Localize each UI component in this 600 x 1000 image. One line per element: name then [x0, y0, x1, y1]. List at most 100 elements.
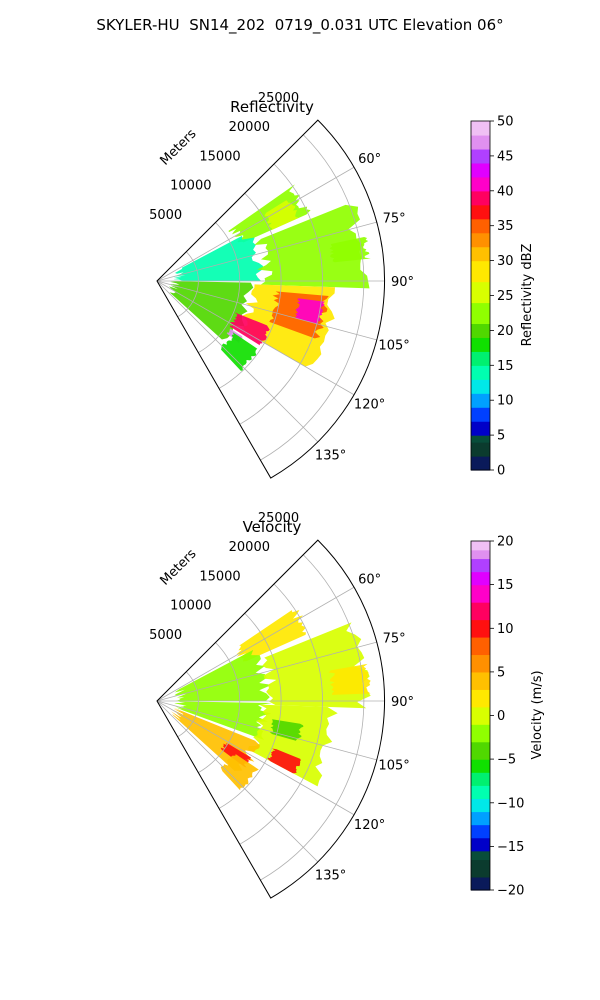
reflectivity-colorbar-segment — [471, 246, 490, 262]
reflectivity-colorbar-segment — [471, 302, 490, 325]
reflectivity-colorbar: 0 5 10 15 20 25 30 35 40 45 50 — [470, 115, 514, 479]
velocity-colorbar-tick-label: 15 — [497, 578, 514, 593]
velocity-colorbar-segment — [471, 654, 490, 673]
reflectivity-colorbar-tick-label: 45 — [497, 149, 514, 164]
velocity-radial-tick-label: 15000 — [199, 569, 240, 584]
velocity-colorbar-tick-label: −5 — [497, 753, 516, 768]
velocity-echo-region — [267, 748, 301, 774]
reflectivity-colorbar-tick-label: 35 — [497, 219, 514, 234]
reflectivity-azimuth-tick-label: 135° — [315, 449, 346, 464]
reflectivity-colorbar-segment — [471, 204, 490, 220]
reflectivity-colorbar-tick-label: 25 — [497, 289, 514, 304]
velocity-spoke — [156, 641, 377, 702]
reflectivity-colorbar-segment — [471, 134, 490, 150]
reflectivity-colorbar-segment — [471, 260, 490, 283]
reflectivity-panel: Reflectivity 60° 75° 90° 105° 120° 135° 5000 10… — [149, 91, 535, 479]
velocity-colorbar-segment — [471, 785, 490, 799]
reflectivity-radial-tick-label: 10000 — [170, 179, 211, 194]
velocity-colorbar-segment — [471, 584, 490, 603]
reflectivity-azimuth-tick-label: 105° — [378, 339, 409, 354]
reflectivity-colorbar-segment — [471, 379, 490, 394]
velocity-colorbar: −20 −15 −10 −5 0 5 10 15 20 — [470, 535, 524, 899]
velocity-spoke — [156, 700, 355, 816]
velocity-spoke — [156, 586, 355, 702]
velocity-echo-region — [247, 704, 338, 787]
reflectivity-colorbar-segment — [471, 190, 490, 206]
velocity-colorbar-segment — [471, 759, 490, 773]
velocity-colorbar-segment — [471, 850, 490, 861]
reflectivity-spoke — [156, 280, 319, 443]
velocity-colorbar-tick-label: 0 — [497, 709, 505, 724]
reflectivity-radial-tick-label: 15000 — [199, 149, 240, 164]
velocity-range-ring — [218, 612, 282, 809]
velocity-radial-tick-label: 20000 — [229, 540, 270, 555]
velocity-range-ring — [260, 554, 365, 881]
reflectivity-colorbar-segment — [471, 176, 490, 192]
reflectivity-range-ring — [218, 192, 282, 389]
reflectivity-colorbar-tick-label: 15 — [497, 359, 514, 374]
velocity-frame — [156, 539, 385, 899]
reflectivity-echo-region — [295, 298, 326, 325]
velocity-colorbar-tick-label: 10 — [497, 622, 514, 637]
reflectivity-colorbar-segment — [471, 281, 490, 304]
reflectivity-colorbar-tick-label: 30 — [497, 254, 514, 269]
velocity-colorbar-segment — [471, 549, 490, 560]
velocity-colorbar-tick-label: −10 — [497, 796, 524, 811]
velocity-colorbar-segment — [471, 571, 490, 586]
velocity-panel: Velocity 60° 75° 90° 105° 120° 135° 5000 10000 1… — [149, 511, 545, 899]
reflectivity-azimuth-tick-label: 90° — [391, 275, 414, 290]
velocity-spoke — [156, 700, 377, 761]
reflectivity-echo-region — [221, 332, 258, 371]
velocity-colorbar-segment — [471, 602, 490, 621]
velocity-colorbar-tick-label: −20 — [497, 884, 524, 899]
reflectivity-azimuth-tick-label: 75° — [383, 212, 406, 227]
velocity-colorbar-segment — [471, 724, 490, 743]
reflectivity-spoke — [156, 280, 377, 341]
reflectivity-range-ring — [260, 134, 365, 461]
velocity-colorbar-segment — [471, 798, 490, 813]
reflectivity-colorbar-tick-label: 10 — [497, 394, 514, 409]
velocity-colorbar-label: Velocity (m/s) — [530, 670, 545, 759]
reflectivity-sector-frame — [156, 119, 385, 479]
velocity-echo-region — [236, 610, 306, 662]
reflectivity-colorbar-segment — [471, 442, 490, 457]
reflectivity-colorbar-segment — [471, 148, 490, 164]
reflectivity-colorbar-segment — [471, 456, 490, 471]
reflectivity-spoke — [156, 221, 377, 282]
reflectivity-colorbar-tick-label: 50 — [497, 115, 514, 130]
reflectivity-range-ring — [177, 251, 199, 318]
velocity-azimuth-tick-label: 105° — [378, 759, 409, 774]
velocity-radial-tick-label: 10000 — [170, 599, 211, 614]
velocity-azimuth-tick-label: 120° — [354, 818, 385, 833]
velocity-sector-frame — [156, 539, 385, 899]
reflectivity-colorbar-segment — [471, 393, 490, 408]
reflectivity-colorbar-segment — [471, 121, 490, 136]
reflectivity-ticks: 60° 75° 90° 105° 120° 135° 5000 10000 15000 20000… — [149, 91, 414, 464]
reflectivity-echoes — [169, 184, 371, 371]
reflectivity-echo-region — [264, 200, 299, 231]
reflectivity-colorbar-tick-label: 40 — [497, 184, 514, 199]
reflectivity-echo-region — [173, 235, 264, 281]
reflectivity-frame — [156, 119, 385, 479]
figure-title: SKYLER-HU SN14_202 0719_0.031 UTC Elevat… — [96, 16, 504, 34]
velocity-echo-region — [220, 754, 259, 791]
reflectivity-radial-tick-label: 5000 — [149, 208, 182, 223]
velocity-colorbar-tick-label: 5 — [497, 665, 505, 680]
velocity-azimuth-tick-label: 135° — [315, 869, 346, 884]
reflectivity-radial-tick-label: 20000 — [229, 120, 270, 135]
velocity-colorbar-segment — [471, 636, 490, 656]
velocity-echo-region — [174, 649, 272, 701]
velocity-range-ring — [198, 642, 241, 773]
velocity-radial-label: Meters — [158, 546, 200, 588]
reflectivity-colorbar-segment — [471, 162, 490, 178]
velocity-echo-region — [269, 719, 304, 741]
velocity-colorbar-segment — [471, 706, 490, 725]
velocity-echoes — [170, 610, 371, 791]
velocity-colorbar-segment — [471, 558, 490, 573]
velocity-echo-region — [328, 663, 371, 695]
reflectivity-colorbar-label: Reflectivity dBZ — [520, 244, 535, 347]
velocity-colorbar-segment — [471, 824, 490, 839]
reflectivity-colorbar-segment — [471, 435, 490, 443]
velocity-echo-region — [173, 701, 272, 740]
